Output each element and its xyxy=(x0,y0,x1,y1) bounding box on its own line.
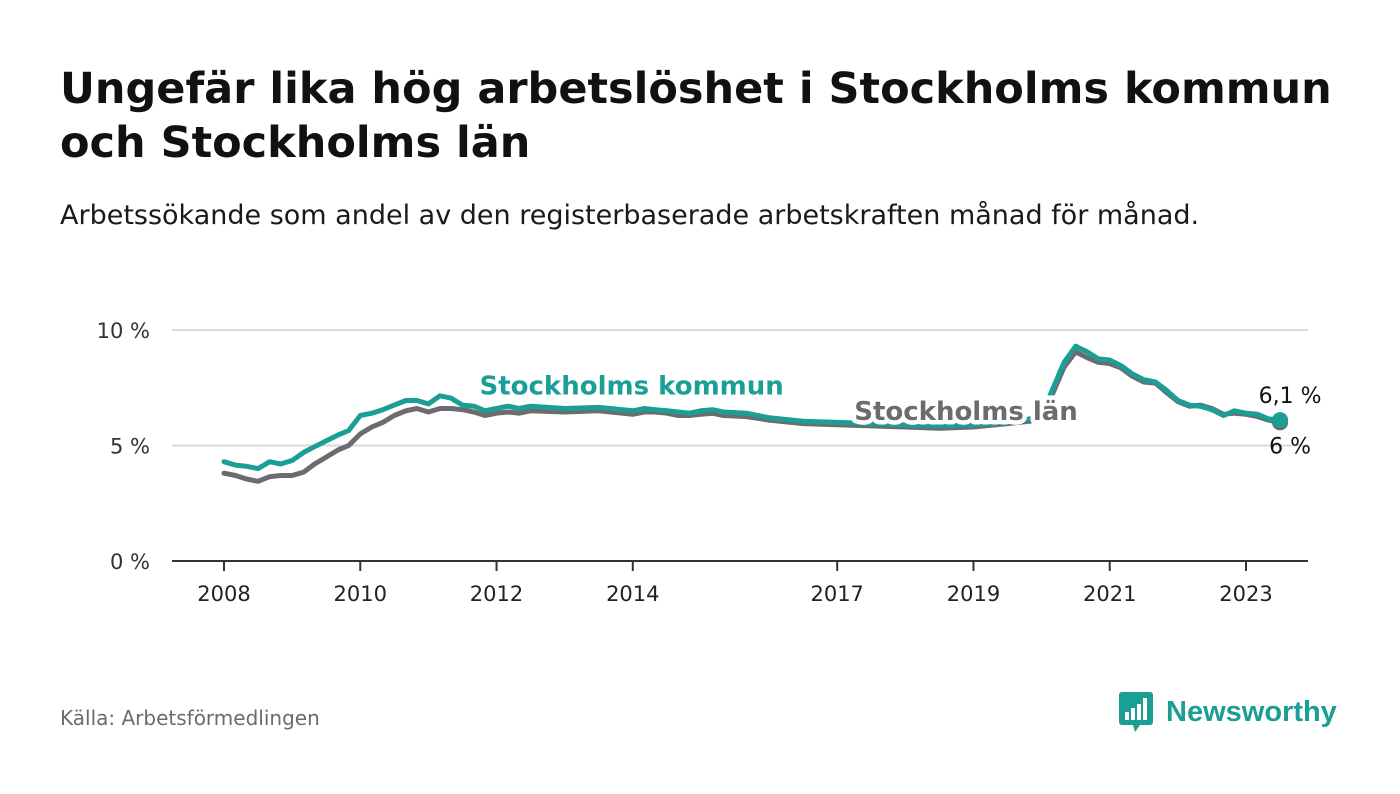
source-note: Källa: Arbetsförmedlingen xyxy=(60,706,320,730)
x-tick-label: 2017 xyxy=(810,582,863,606)
end-point-kommun xyxy=(1272,412,1289,429)
series-label-lan: Stockholms län xyxy=(854,397,1078,427)
y-tick-label: 0 % xyxy=(110,550,150,574)
x-tick-label: 2023 xyxy=(1219,582,1272,606)
end-value-label-lan: 6 % xyxy=(1269,434,1311,459)
x-tick-label: 2012 xyxy=(470,582,523,606)
y-tick-label: 10 % xyxy=(97,319,150,343)
series-label-halo: Stockholms kommun xyxy=(480,372,784,402)
x-tick-label: 2014 xyxy=(606,582,659,606)
series-label-kommun: Stockholms kommun xyxy=(480,372,784,402)
x-tick-label: 2008 xyxy=(197,582,250,606)
x-tick-label: 2021 xyxy=(1083,582,1136,606)
x-axis: 2008 2010 2012 2014 2017 2019 2021 2023 xyxy=(172,560,1308,606)
line-chart: 0 %5 %10 % 2008 2010 2012 2014 2017 2019 2021 2… xyxy=(97,319,1322,606)
series-layer xyxy=(221,343,1289,484)
newsworthy-logo-icon xyxy=(1119,692,1153,732)
newsworthy-logo-text: Newsworthy xyxy=(1166,695,1337,728)
x-tick-label: 2010 xyxy=(334,582,387,606)
series-label-halo: Stockholms län xyxy=(854,397,1078,427)
series-line-kommun xyxy=(221,343,1283,472)
newsworthy-logo: Newsworthy xyxy=(1118,690,1337,734)
grid-layer xyxy=(172,329,1308,447)
chart-title: Ungefär lika hög arbetslöshet i Stockhol… xyxy=(60,64,1332,168)
x-tick-label: 2019 xyxy=(947,582,1000,606)
chart-subtitle: Arbetssökande som andel av den registerb… xyxy=(60,200,1200,231)
y-axis: 0 % 5 % 10 % xyxy=(97,319,150,574)
y-tick-label: 5 % xyxy=(110,435,150,459)
end-value-label-kommun: 6,1 % xyxy=(1259,384,1322,409)
